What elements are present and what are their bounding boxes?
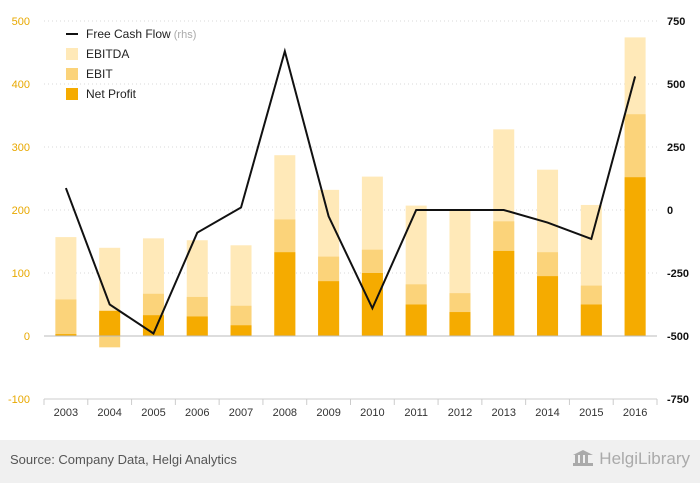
- library-icon: [573, 450, 594, 466]
- footer-bar: [0, 440, 700, 483]
- x-tick-label: 2004: [97, 407, 121, 419]
- legend-swatch: [66, 68, 78, 80]
- x-tick-label: 2008: [273, 407, 297, 419]
- bar-net-profit: [186, 316, 208, 336]
- line-series: [64, 47, 637, 335]
- x-tick-label: 2014: [535, 407, 559, 419]
- right-tick-label: -500: [667, 331, 689, 343]
- bar-ebit: [55, 299, 77, 336]
- bar-series: [55, 37, 646, 348]
- legend: Free Cash Flow (rhs) EBITDA EBIT Net Profit: [66, 27, 196, 101]
- line-free-cash-flow: [64, 47, 637, 335]
- chart-area: -100 0 100 200 300 400 500 -750 -500 -250 0 250 500 7…: [8, 16, 689, 419]
- left-tick-label: 0: [24, 331, 30, 343]
- bar-ebit: [99, 336, 121, 348]
- bar-net-profit: [449, 312, 471, 336]
- right-tick-label: 750: [667, 16, 685, 28]
- legend-swatch: [66, 88, 78, 100]
- bar-net-profit: [55, 334, 77, 336]
- bar-net-profit: [230, 325, 252, 336]
- legend-suffix: (rhs): [171, 29, 197, 41]
- legend-label: Net Profit: [86, 87, 137, 101]
- x-tick-label: 2013: [492, 407, 516, 419]
- brand-logo: HelgiLibrary: [572, 449, 690, 469]
- left-tick-label: 500: [12, 16, 30, 28]
- bar-net-profit: [274, 252, 296, 336]
- right-tick-label: 250: [667, 142, 685, 154]
- left-tick-label: 400: [12, 79, 30, 91]
- bar-net-profit: [361, 273, 383, 336]
- left-tick-label: 200: [12, 205, 30, 217]
- x-tick-label: 2007: [229, 407, 253, 419]
- brand-name: HelgiLibrary: [599, 449, 690, 468]
- x-tick-label: 2010: [360, 407, 384, 419]
- bar-net-profit: [318, 281, 340, 336]
- gridlines: [44, 20, 657, 400]
- bar-net-profit: [405, 304, 427, 336]
- x-tick-label: 2016: [623, 407, 647, 419]
- x-tick-label: 2015: [579, 407, 603, 419]
- left-tick-label: -100: [8, 394, 30, 406]
- right-tick-label: -250: [667, 268, 689, 280]
- left-tick-label: 100: [12, 268, 30, 280]
- x-tick-label: 2006: [185, 407, 209, 419]
- source-text: Source: Company Data, Helgi Analytics: [10, 452, 237, 467]
- x-tick-label: 2005: [141, 407, 165, 419]
- bar-net-profit: [537, 276, 559, 336]
- axes: -100 0 100 200 300 400 500 -750 -500 -250 0 250 500 7…: [8, 16, 689, 419]
- right-tick-label: 0: [667, 205, 673, 217]
- x-tick-label: 2012: [448, 407, 472, 419]
- bar-net-profit: [493, 250, 515, 336]
- left-tick-label: 300: [12, 142, 30, 154]
- bar-net-profit: [580, 304, 602, 336]
- x-tick-label: 2011: [404, 407, 428, 419]
- right-tick-label: -750: [667, 394, 689, 406]
- x-tick-label: 2003: [54, 407, 78, 419]
- right-tick-label: 500: [667, 79, 685, 91]
- legend-label: Free Cash Flow (rhs): [86, 27, 196, 41]
- bar-net-profit: [624, 177, 646, 336]
- x-tick-label: 2009: [316, 407, 340, 419]
- legend-swatch: [66, 48, 78, 60]
- legend-label: EBITDA: [86, 47, 129, 61]
- legend-label: EBIT: [86, 67, 113, 81]
- bar-net-profit: [99, 310, 121, 336]
